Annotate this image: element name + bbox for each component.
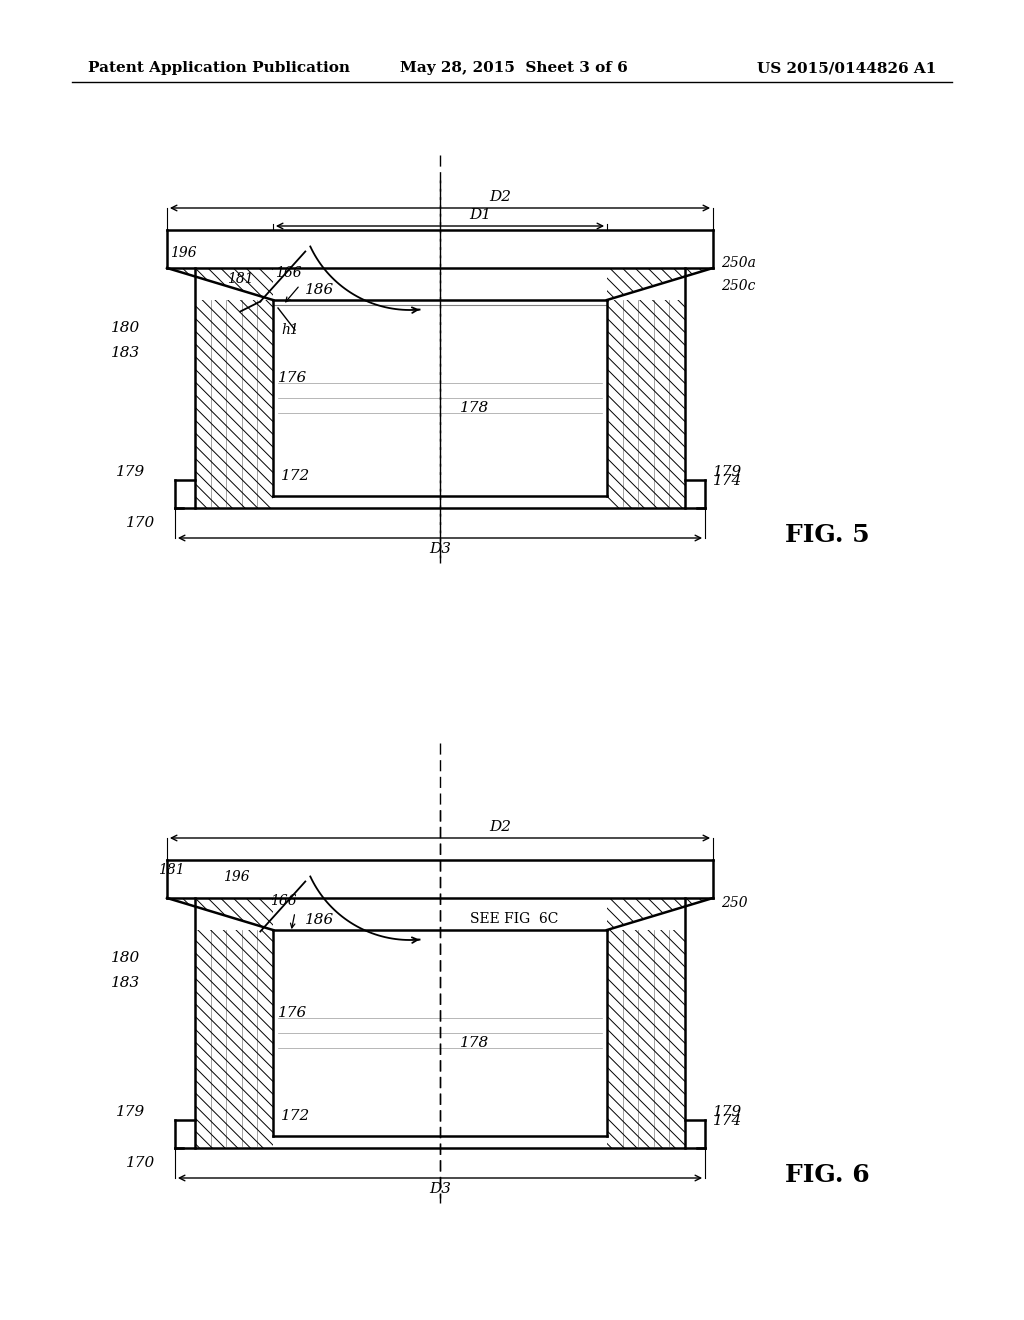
Text: 172: 172: [281, 1109, 310, 1123]
Text: FIG. 5: FIG. 5: [785, 523, 869, 546]
Text: 250: 250: [721, 896, 748, 909]
Text: 196: 196: [223, 870, 250, 884]
Text: May 28, 2015  Sheet 3 of 6: May 28, 2015 Sheet 3 of 6: [400, 61, 628, 75]
Text: 196: 196: [170, 246, 197, 260]
Text: 170: 170: [126, 516, 155, 531]
Text: 179: 179: [116, 1105, 145, 1119]
Text: 183: 183: [111, 975, 140, 990]
Text: 183: 183: [111, 346, 140, 360]
Text: 174: 174: [713, 474, 742, 488]
Text: US 2015/0144826 A1: US 2015/0144826 A1: [757, 61, 936, 75]
Text: 179: 179: [713, 1105, 742, 1119]
Text: 166: 166: [275, 267, 302, 280]
Text: 181: 181: [159, 863, 185, 876]
Text: 180: 180: [111, 950, 140, 965]
Text: 176: 176: [278, 371, 307, 385]
Text: SEE FIG  6C: SEE FIG 6C: [470, 912, 558, 927]
Text: FIG. 6: FIG. 6: [785, 1163, 869, 1187]
Text: 178: 178: [460, 401, 489, 414]
Text: 250a: 250a: [721, 256, 756, 271]
Text: 180: 180: [111, 321, 140, 335]
Text: 179: 179: [116, 465, 145, 479]
Text: D2: D2: [489, 190, 511, 205]
Text: 170: 170: [126, 1156, 155, 1170]
Text: D2: D2: [489, 820, 511, 834]
Text: D3: D3: [429, 1181, 451, 1196]
Text: 166: 166: [270, 894, 297, 908]
Text: h1: h1: [281, 323, 299, 337]
Text: 172: 172: [281, 469, 310, 483]
Text: Patent Application Publication: Patent Application Publication: [88, 61, 350, 75]
Text: 174: 174: [713, 1114, 742, 1129]
Text: 176: 176: [278, 1006, 307, 1020]
Text: D1: D1: [469, 209, 490, 222]
Text: D3: D3: [429, 543, 451, 556]
Text: 179: 179: [713, 465, 742, 479]
Text: 186: 186: [305, 282, 334, 297]
Text: 250c: 250c: [721, 279, 756, 293]
Text: 186: 186: [305, 913, 334, 927]
Text: 178: 178: [460, 1036, 489, 1049]
Text: 181: 181: [227, 272, 254, 286]
